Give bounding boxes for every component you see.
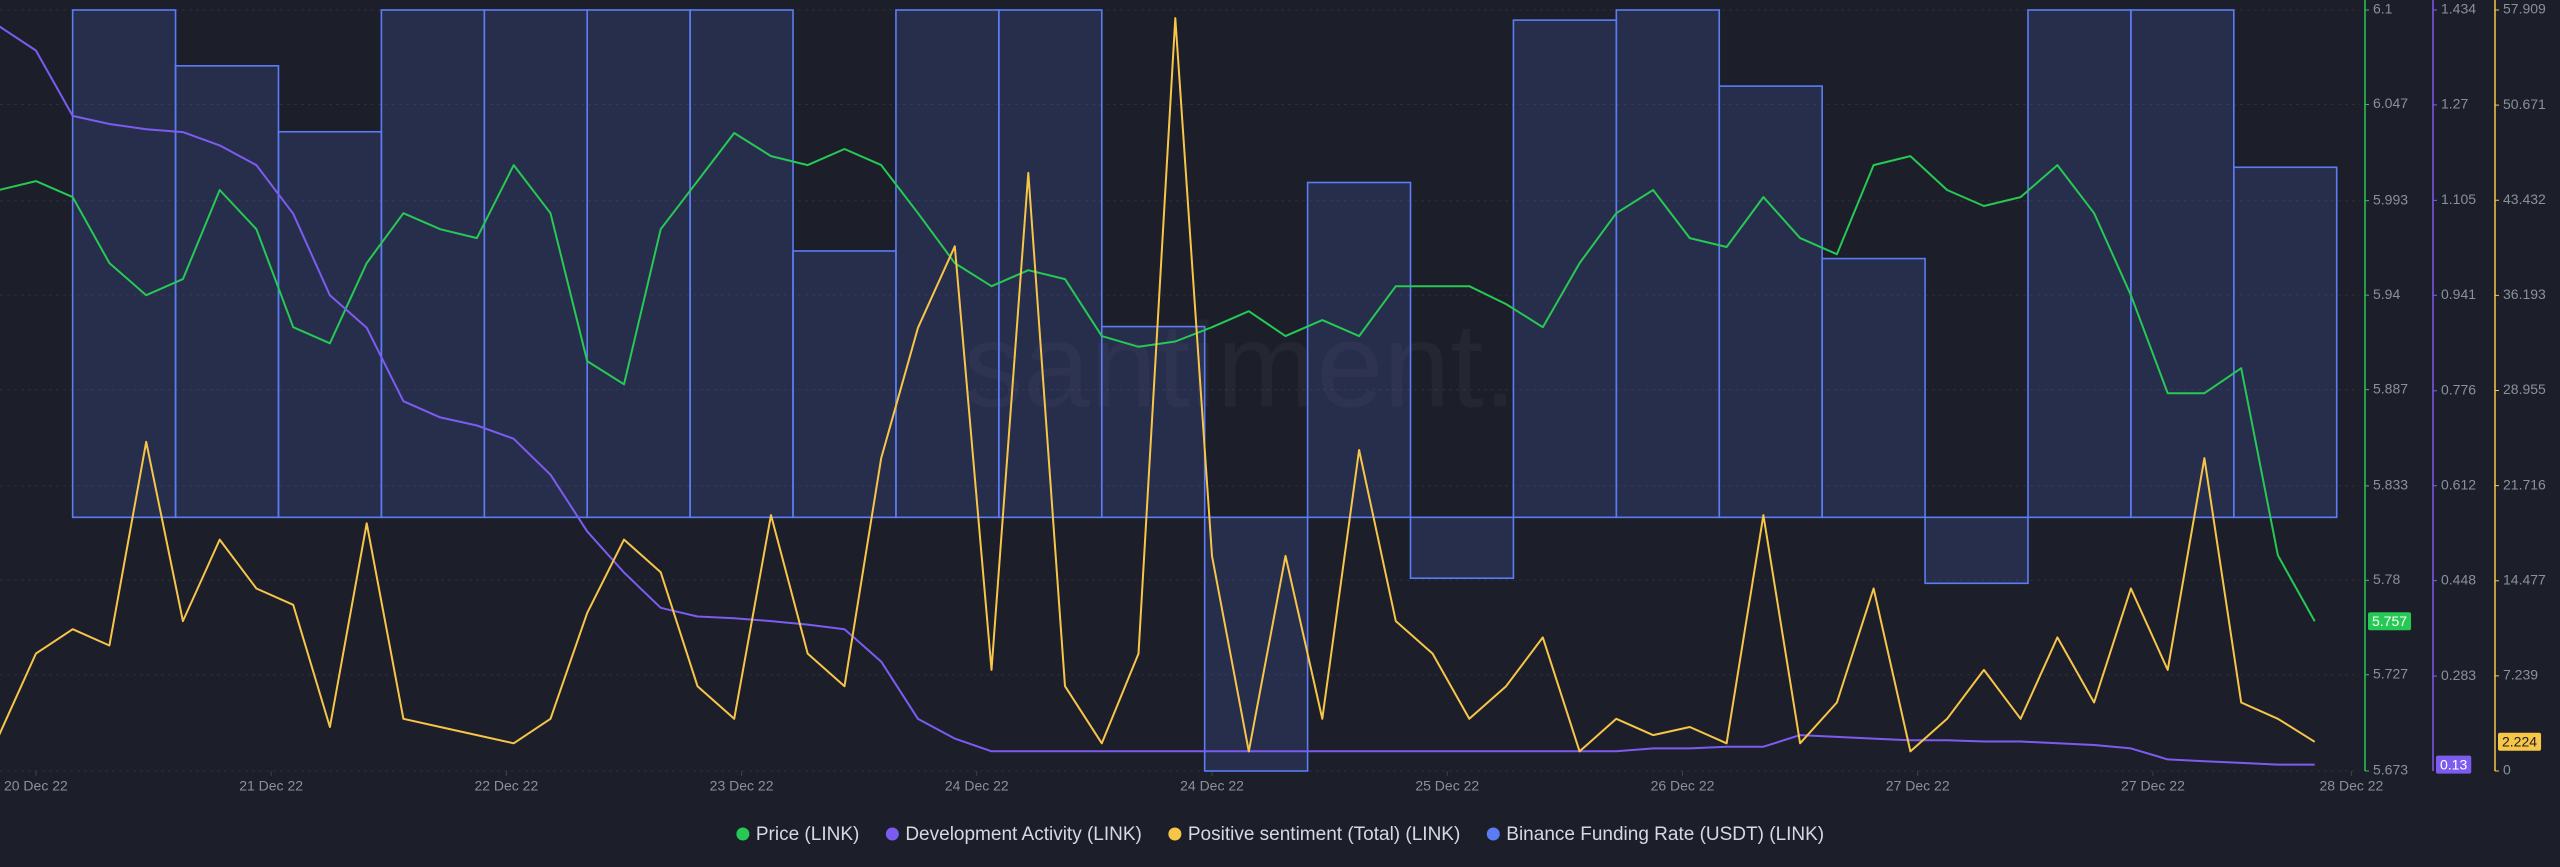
badge-value: 5.757 (2372, 613, 2407, 629)
series-line (0, 25, 2315, 766)
funding-step (689, 9, 794, 519)
y-tick-label: 50.671 (2503, 96, 2546, 112)
x-tick-label: 24 Dec 22 (945, 778, 1009, 794)
x-tick-label: 21 Dec 22 (239, 778, 303, 794)
y-tick-label: 21.716 (2503, 476, 2546, 492)
funding-step (1924, 516, 2029, 585)
legend-swatch (885, 827, 899, 841)
legend: Price (LINK) Development Activity (LINK) P… (736, 824, 1824, 845)
funding-step (1203, 516, 1309, 772)
funding-step (1100, 325, 1206, 519)
y-tick-label: 5.727 (2373, 665, 2408, 681)
funding-step (792, 250, 897, 519)
value-badge: 0.13 (2436, 755, 2472, 774)
y-tick-label: 57.909 (2503, 1, 2546, 17)
y-tick-label: 1.27 (2441, 96, 2468, 112)
legend-label: Binance Funding Rate (USDT) (LINK) (1506, 824, 1824, 845)
y-tick-label: 5.993 (2373, 191, 2408, 207)
y-tick-label: 1.434 (2441, 1, 2476, 17)
y-tick-label: 43.432 (2503, 191, 2546, 207)
funding-step (1615, 9, 1721, 519)
funding-step (71, 9, 177, 519)
badge-value: 2.224 (2502, 733, 2537, 749)
x-tick-label: 25 Dec 22 (1415, 778, 1479, 794)
funding-step (2233, 166, 2338, 519)
value-badge: 2.224 (2498, 732, 2542, 751)
funding-step (1409, 516, 1515, 580)
funding-step (2027, 9, 2132, 519)
y-tick-label: 5.78 (2373, 571, 2400, 587)
y-tick-label: 5.887 (2373, 380, 2408, 396)
y-tick-label: 1.105 (2441, 191, 2476, 207)
funding-step (277, 130, 383, 519)
legend-swatch (736, 827, 750, 841)
legend-swatch (1486, 827, 1500, 841)
funding-step (1821, 257, 1926, 519)
y-tick-label: 5.833 (2373, 477, 2408, 493)
y-tick-label: 0.448 (2441, 571, 2476, 587)
y-tick-label: 36.193 (2503, 286, 2546, 302)
x-tick-label: 22 Dec 22 (474, 778, 538, 794)
funding-step (2130, 9, 2235, 519)
value-badge: 5.757 (2368, 612, 2412, 631)
badge-box (2436, 755, 2472, 774)
funding-step (1718, 85, 1823, 519)
x-tick-label: 26 Dec 22 (1651, 778, 1715, 794)
y-tick-label: 0.612 (2441, 476, 2476, 492)
legend-label: Development Activity (LINK) (905, 824, 1142, 845)
funding-step (1306, 181, 1412, 519)
legend-swatch (1168, 827, 1182, 841)
badge-box (2498, 732, 2542, 751)
y-tick-label: 5.94 (2373, 286, 2400, 302)
funding-step (380, 9, 486, 519)
funding-step (483, 9, 589, 519)
funding-step (998, 9, 1103, 519)
y-tick-label: 7.239 (2503, 667, 2538, 683)
y-tick-label: 6.047 (2373, 95, 2408, 111)
badge-box (2368, 612, 2412, 631)
x-tick-label: 27 Dec 22 (2121, 778, 2185, 794)
y-tick-label: 14.477 (2503, 571, 2546, 587)
y-tick-label: 5.673 (2373, 762, 2408, 778)
legend-label: Positive sentiment (Total) (LINK) (1188, 824, 1460, 845)
y-tick-label: 0.941 (2441, 286, 2476, 302)
legend-label: Price (LINK) (756, 824, 859, 845)
funding-step (174, 65, 280, 519)
funding-step (1512, 19, 1618, 519)
y-tick-label: 0 (2503, 762, 2511, 778)
x-tick-label: 28 Dec 22 (2320, 778, 2384, 794)
y-tick-label: 6.1 (2373, 1, 2393, 17)
funding-step (586, 9, 691, 519)
series-line (0, 17, 2316, 753)
badge-value: 0.13 (2440, 756, 2467, 772)
y-tick-label: 28.955 (2503, 381, 2546, 397)
x-tick-label: 24 Dec 22 (1180, 778, 1244, 794)
x-tick-label: 23 Dec 22 (710, 778, 774, 794)
y-tick-label: 0.776 (2441, 381, 2476, 397)
x-tick-label: 27 Dec 22 (1886, 778, 1950, 794)
y-tick-label: 0.283 (2441, 667, 2476, 683)
x-tick-label: 20 Dec 22 (4, 778, 68, 794)
